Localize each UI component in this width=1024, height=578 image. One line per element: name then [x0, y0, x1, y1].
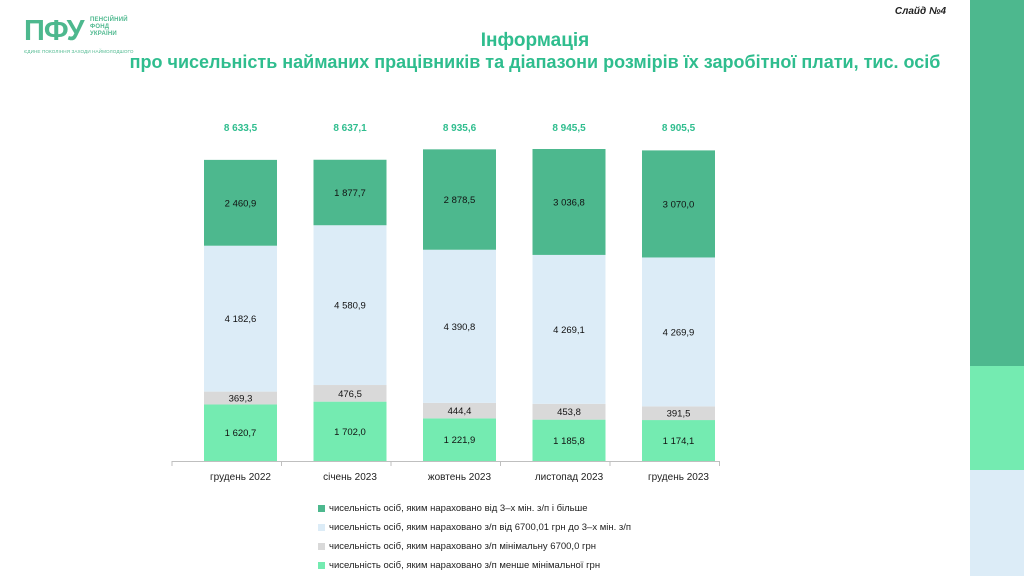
data-label: 453,8 — [557, 407, 581, 418]
bar-segment — [313, 385, 387, 402]
data-label: 369,3 — [229, 394, 253, 405]
bar-segment — [642, 420, 715, 461]
legend-label: чисельність осіб, яким нараховано з/п ві… — [329, 522, 632, 533]
data-label: 4 269,9 — [663, 327, 695, 338]
category-label: жовтень 2023 — [428, 472, 492, 483]
bar-segment — [423, 402, 496, 419]
data-label: 444,4 — [448, 406, 472, 417]
data-label: 4 269,1 — [553, 325, 585, 336]
chart-title: Інформація — [480, 30, 590, 51]
data-label: 3 036,8 — [553, 197, 585, 208]
bar-segment — [532, 254, 606, 404]
bar-segment — [204, 391, 277, 405]
total-label: 8 637,1 — [333, 123, 367, 134]
bar-segment — [313, 401, 387, 461]
data-label: 4 580,9 — [334, 301, 366, 312]
legend-label: чисельність осіб, яким нараховано з/п ме… — [329, 560, 601, 571]
legend-swatch — [318, 562, 325, 569]
data-label: 2 460,9 — [225, 198, 257, 209]
bar-segment — [423, 149, 496, 250]
logo-slogan: ЄДИНЕ ПОКОЛІННЯ ЗАХОДИ НАЙМОЛОДШОГО — [24, 49, 134, 54]
data-label: 391,5 — [667, 409, 691, 420]
data-label: 476,5 — [338, 389, 362, 400]
bar-segment — [204, 245, 277, 392]
bar-segment — [313, 225, 387, 386]
legend-label: чисельність осіб, яким нараховано від 3–… — [329, 503, 588, 514]
logo-word: ФОНД — [90, 24, 110, 30]
legend-label: чисельність осіб, яким нараховано з/п мі… — [329, 541, 596, 552]
side-stripe-light — [970, 470, 1024, 576]
total-label: 8 905,5 — [662, 123, 696, 134]
bar-segment — [423, 249, 496, 403]
category-label: січень 2023 — [323, 472, 377, 483]
bar-segment — [532, 403, 606, 420]
bar-segment — [642, 150, 715, 258]
data-label: 1 877,7 — [334, 188, 366, 199]
total-label: 8 935,6 — [443, 123, 477, 134]
legend-swatch — [318, 505, 325, 512]
legend-swatch — [318, 524, 325, 531]
pfu-logo: ПФУ ПЕНСІЙНИЙ ФОНД УКРАЇНИ ЄДИНЕ ПОКОЛІН… — [24, 14, 144, 60]
slide-number: Слайд №4 — [894, 6, 946, 17]
data-label: 1 221,9 — [444, 435, 476, 446]
bar-segment — [204, 159, 277, 246]
bar-segment — [204, 404, 277, 461]
chart-subtitle: про чисельність найманих працівників та … — [129, 52, 941, 72]
legend-swatch — [318, 543, 325, 550]
logo-word: УКРАЇНИ — [90, 31, 117, 37]
side-stripe-mint — [970, 366, 1024, 470]
logo-word: ПЕНСІЙНИЙ — [90, 17, 128, 23]
category-label: грудень 2022 — [210, 472, 271, 483]
total-label: 8 633,5 — [224, 123, 258, 134]
bar-segment — [313, 159, 387, 226]
data-label: 4 182,6 — [225, 314, 257, 325]
logo-mark: ПФУ — [24, 15, 85, 47]
data-label: 1 702,0 — [334, 427, 366, 438]
data-label: 1 174,1 — [663, 436, 695, 447]
data-label: 4 390,8 — [444, 322, 476, 333]
data-label: 3 070,0 — [663, 199, 695, 210]
side-stripe-dark — [970, 0, 1024, 366]
data-label: 1 185,8 — [553, 436, 585, 447]
bar-segment — [423, 418, 496, 461]
bar-segment — [642, 257, 715, 407]
data-label: 1 620,7 — [225, 428, 257, 439]
data-label: 2 878,5 — [444, 195, 476, 206]
total-label: 8 945,5 — [552, 123, 586, 134]
bar-segment — [642, 406, 715, 421]
logo-words: ПЕНСІЙНИЙ ФОНД УКРАЇНИ — [90, 17, 128, 38]
category-label: грудень 2023 — [648, 472, 709, 483]
bar-segment — [532, 149, 606, 255]
category-label: листопад 2023 — [535, 472, 604, 483]
bar-segment — [532, 419, 606, 461]
